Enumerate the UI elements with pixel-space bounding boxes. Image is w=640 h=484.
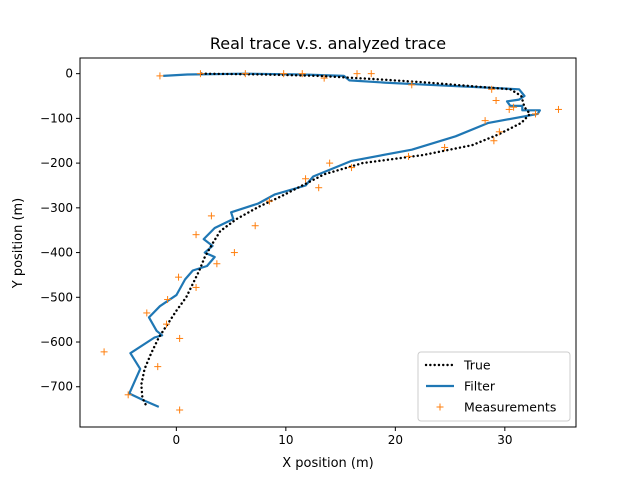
measurement-point (441, 143, 449, 151)
measurement-point (100, 348, 108, 356)
measurement-point (176, 406, 184, 414)
measurement-point (213, 260, 221, 268)
measurement-point (143, 309, 151, 317)
measurement-point (175, 273, 183, 281)
measurement-point (302, 175, 310, 183)
measurement-point (164, 296, 172, 304)
measurement-point (124, 391, 132, 399)
measurement-point (251, 222, 259, 230)
y-tick-label: −700 (40, 380, 73, 394)
measurement-point (554, 105, 562, 113)
filter-series-line (128, 72, 541, 408)
series-layer (100, 70, 562, 414)
legend-box (417, 351, 571, 422)
measurement-point (408, 81, 416, 89)
y-tick-label: −400 (40, 246, 73, 260)
legend-entry: Filter (426, 379, 496, 394)
measurement-point (192, 231, 200, 239)
y-axis-label: Y position (m) (11, 198, 26, 290)
legend-swatch (436, 403, 444, 411)
measurement-point (241, 70, 249, 78)
measurement-point (192, 283, 200, 291)
legend: True Filter Measurements (417, 351, 571, 422)
y-tick-label: −300 (40, 201, 73, 215)
measurement-point (326, 159, 334, 167)
measurement-point (154, 363, 162, 371)
true-series-line (140, 72, 532, 409)
measurement-point (348, 164, 356, 172)
legend-entry: Measurements (436, 400, 556, 415)
plot-frame (79, 57, 577, 428)
x-tick-label: 0 (173, 433, 181, 447)
measurement-point (495, 128, 503, 136)
legend-label: Filter (464, 379, 496, 394)
measurement-point (320, 74, 328, 82)
y-tick-label: −200 (40, 156, 73, 170)
measurement-point (162, 320, 170, 328)
measurement-point (505, 105, 513, 113)
legend-label: True (463, 358, 491, 373)
y-tick-label: −600 (40, 335, 73, 349)
measurement-point (156, 72, 164, 80)
measurement-point (280, 70, 288, 78)
x-axis: 0 10 20 30 (173, 427, 512, 447)
y-tick-label: 0 (65, 67, 73, 81)
legend-label: Measurements (464, 400, 556, 415)
measurement-point (265, 197, 273, 205)
x-tick-label: 10 (278, 433, 293, 447)
measurement-point (531, 110, 539, 118)
legend-entry: True (424, 358, 491, 373)
y-tick-label: −100 (40, 111, 73, 125)
measurement-point (230, 249, 238, 257)
x-axis-label: X position (m) (282, 456, 373, 471)
measurement-point (298, 70, 306, 78)
y-tick-label: −500 (40, 290, 73, 304)
measurement-point (510, 103, 518, 111)
measurement-point (404, 152, 412, 160)
y-axis: 0 −100 −200 −300 −400 −500 −600 −700 (40, 67, 80, 394)
measurement-point (367, 70, 375, 78)
measurement-point (481, 117, 489, 125)
measurement-point (176, 334, 184, 342)
measurement-point (207, 212, 215, 220)
measurement-point (315, 184, 323, 192)
measurement-point (196, 70, 204, 78)
x-tick-label: 30 (497, 433, 512, 447)
measurement-point (353, 70, 361, 78)
x-tick-label: 20 (388, 433, 403, 447)
chart-title: Real trace v.s. analyzed trace (210, 34, 446, 53)
measurement-point (488, 85, 496, 93)
measurement-point (490, 137, 498, 145)
measurement-point (492, 96, 500, 104)
